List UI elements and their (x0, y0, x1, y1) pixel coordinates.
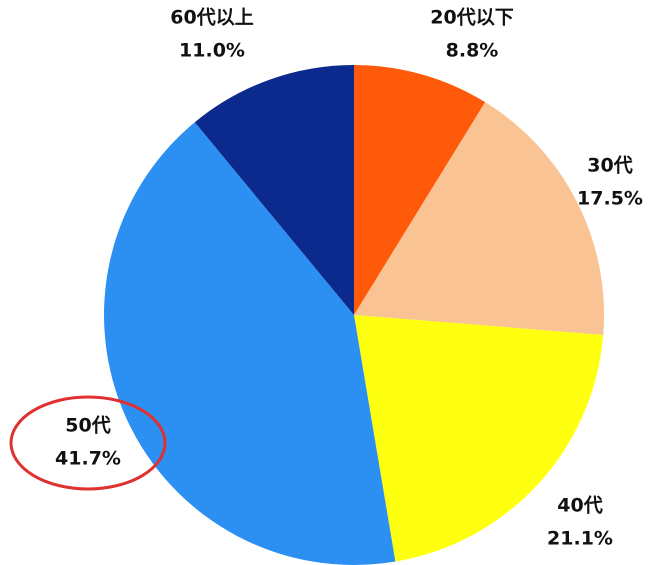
slice-label: 40代 (557, 495, 602, 517)
pie-slice (354, 65, 486, 315)
slice-value-label: 8.8% (446, 40, 499, 62)
slice-value-label: 41.7% (55, 448, 121, 470)
slice-label: 60代以上 (170, 7, 253, 29)
highlight-ellipse (9, 395, 167, 491)
pie-slice (104, 122, 396, 565)
pie-slice (354, 102, 605, 335)
slice-value-label: 21.1% (547, 528, 613, 550)
slice-label: 20代以下 (430, 7, 513, 29)
pie-slice (194, 65, 354, 315)
pie-slice (354, 315, 604, 562)
slice-label: 30代 (587, 155, 632, 177)
slice-value-label: 11.0% (179, 40, 245, 62)
slice-value-label: 17.5% (577, 188, 643, 210)
slice-label: 50代 (65, 415, 110, 437)
